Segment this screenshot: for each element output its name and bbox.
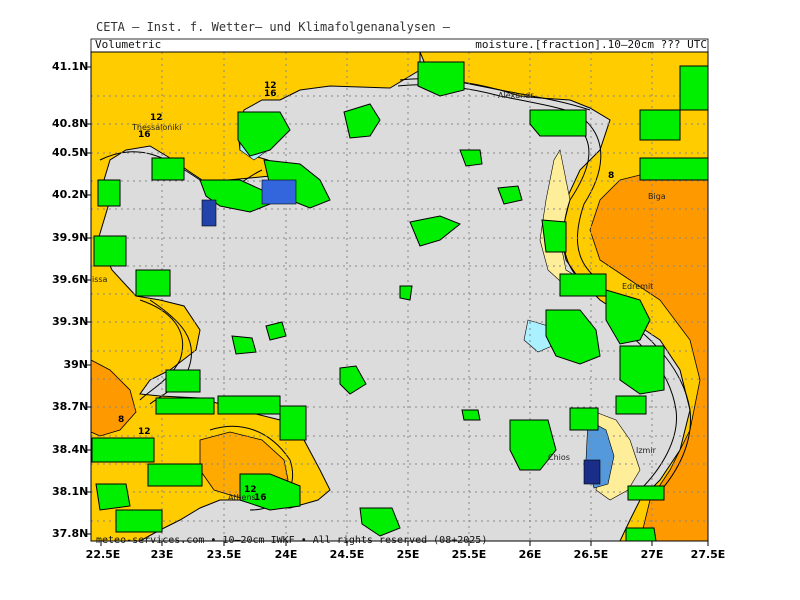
header-frame: [90, 38, 709, 53]
lat-label: 41.1N: [52, 60, 89, 73]
variable-label: Volumetric: [95, 38, 162, 51]
lat-label: 38.4N: [52, 443, 89, 456]
axis-ticks: [86, 66, 709, 546]
lon-label: 22.5E: [85, 548, 121, 561]
wet-cell-izmir: [583, 459, 601, 485]
contour-label: 12: [264, 81, 277, 91]
lon-label: 25E: [396, 548, 420, 561]
lon-label: 27.5E: [690, 548, 726, 561]
lat-label: 39.9N: [52, 231, 89, 244]
wet-cell-north: [261, 179, 297, 205]
city-izmir: Izmir: [636, 446, 657, 455]
contour-label: 16: [138, 130, 151, 140]
lat-label: 38.1N: [52, 485, 89, 498]
lat-label: 39.6N: [52, 273, 89, 286]
contour-label: 12: [244, 485, 257, 495]
copyright-footer: meteo-services.com • 10–20cm IWKF • All …: [96, 535, 488, 546]
lon-label: 26.5E: [573, 548, 609, 561]
contour-label: 8: [608, 171, 614, 181]
map-title: CETA – Inst. f. Wetter– und Klimafolgena…: [96, 20, 451, 34]
contour-value-labels: 12 16 12 16 8 8 12 12 16: [118, 81, 614, 503]
lon-label: 26E: [518, 548, 542, 561]
contour-label: 12: [138, 427, 151, 437]
wet-cell-evia: [201, 199, 217, 227]
lat-label: 38.7N: [52, 400, 89, 413]
city-chios: Chios: [548, 453, 570, 462]
contour-label: 16: [254, 493, 267, 503]
city-lamia: Lamia: [68, 378, 92, 387]
lat-label: 40.2N: [52, 188, 89, 201]
lon-label: 23.5E: [206, 548, 242, 561]
wet-band-lesvos: [523, 319, 553, 353]
lon-label: 24E: [274, 548, 298, 561]
city-biga: Biga: [648, 192, 666, 201]
city-thessaloniki: Thessaloniki: [131, 123, 181, 132]
dry-zone-west: [91, 359, 137, 437]
contour-label: 8: [118, 415, 124, 425]
city-edremit: Edremit: [622, 282, 653, 291]
lat-label: 40.8N: [52, 117, 89, 130]
lon-label: 24.5E: [329, 548, 365, 561]
contour-label: 16: [264, 89, 277, 99]
city-markers: Thessaloniki Alexandr Biga Edremit Lamia…: [68, 91, 666, 502]
city-alexandr: Alexandr: [498, 91, 534, 100]
contour-label: 12: [150, 113, 163, 123]
city-athens: Athens: [228, 493, 256, 502]
city-issa: issa: [92, 275, 108, 284]
map-plot-area: Thessaloniki Alexandr Biga Edremit Lamia…: [68, 52, 708, 541]
lon-label: 25.5E: [451, 548, 487, 561]
lat-label: 39N: [63, 358, 88, 371]
lon-label: 23E: [150, 548, 174, 561]
variable-unit-label: moisture.[fraction].10–20cm ??? UTC: [475, 38, 707, 51]
lat-label: 39.3N: [52, 315, 89, 328]
island-patches: [91, 61, 708, 541]
mainland-thrace: [419, 52, 708, 541]
lat-label: 40.5N: [52, 146, 89, 159]
lat-label: 37.8N: [52, 527, 89, 540]
lon-label: 27E: [640, 548, 664, 561]
